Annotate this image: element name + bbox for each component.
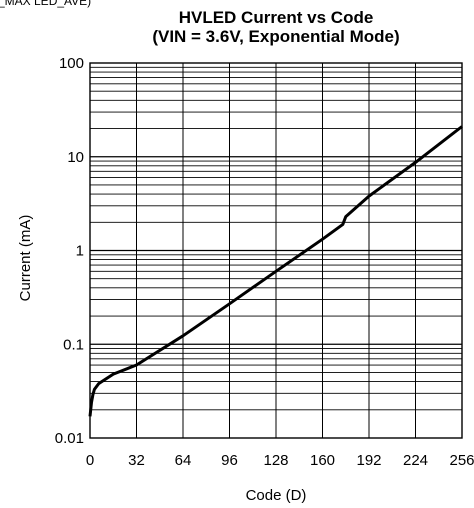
series-line xyxy=(88,125,463,417)
x-tick-labels: 0 32 64 96 128 160 192 224 256 xyxy=(86,452,474,469)
x-tick-label: 192 xyxy=(356,452,381,469)
y-tick-label: 0.1 xyxy=(63,336,84,353)
x-tick-label: 0 xyxy=(86,452,94,469)
x-tick-label: 64 xyxy=(175,452,192,469)
header-fragment-text: _MAX LED_AVE) xyxy=(0,0,92,8)
x-tick-label: 96 xyxy=(221,452,238,469)
chart-title-line-2: (VIN = 3.6V, Exponential Mode) xyxy=(152,27,400,46)
x-tick-label: 224 xyxy=(403,452,428,469)
x-tick-label: 256 xyxy=(449,452,474,469)
y-tick-labels: 0.01 0.1 1 10 100 xyxy=(55,55,84,447)
x-tick-label: 32 xyxy=(128,452,145,469)
chart-title-line-1: HVLED Current vs Code xyxy=(178,8,374,27)
grid xyxy=(90,63,462,438)
y-tick-label: 100 xyxy=(59,55,84,72)
x-tick-label: 160 xyxy=(310,452,335,469)
x-axis-label: Code (D) xyxy=(246,487,307,504)
y-tick-label: 1 xyxy=(76,243,84,260)
y-axis-label: Current (mA) xyxy=(17,215,34,302)
plot-frame xyxy=(89,62,463,439)
x-tick-label: 128 xyxy=(263,452,288,469)
series-layer xyxy=(88,125,463,417)
y-tick-label: 0.01 xyxy=(55,430,84,447)
y-tick-label: 10 xyxy=(67,149,84,166)
